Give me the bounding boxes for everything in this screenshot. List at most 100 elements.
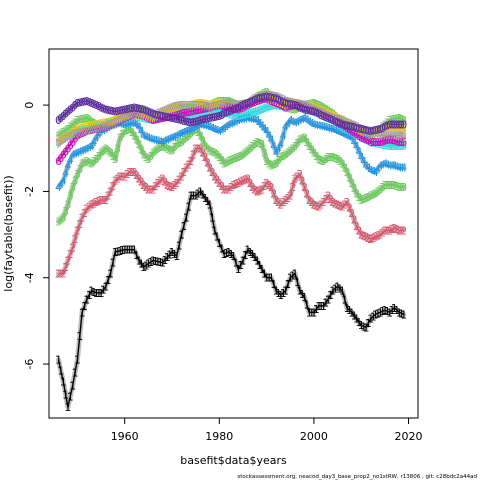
point-6-94: 6 <box>277 99 284 112</box>
point-3-129: 3 <box>360 128 367 141</box>
point-5-15: 5 <box>90 121 97 134</box>
point-8-46: 7 <box>164 103 171 116</box>
point-1-106: 2 <box>306 194 313 207</box>
point-8-16: 7 <box>93 123 100 136</box>
point-9-45: 0 <box>161 110 168 123</box>
point-3-79: 3 <box>242 98 249 111</box>
point-7-110: 7 <box>315 103 322 116</box>
point-5-16: 5 <box>93 121 100 134</box>
point-6-140: 6 <box>386 134 393 147</box>
point-0-125: 1 <box>351 310 358 323</box>
point-7-113: 7 <box>322 107 329 120</box>
point-3-111: 3 <box>318 100 325 113</box>
point-1-126: 2 <box>353 220 360 233</box>
point-3-63: 3 <box>204 100 211 113</box>
point-9-15: 0 <box>90 98 97 111</box>
point-5-50: 5 <box>173 109 180 122</box>
point-5-58: 5 <box>192 109 199 122</box>
point-0-18: 1 <box>98 287 105 300</box>
point-7-82: 7 <box>249 95 256 108</box>
point-6-71: 6 <box>223 101 230 114</box>
point-9-81: 0 <box>247 96 254 109</box>
point-4-122: 4 <box>344 129 351 142</box>
point-2-64: 3 <box>206 144 213 157</box>
point-5-17: 5 <box>95 120 102 133</box>
point-9-75: 0 <box>232 102 239 115</box>
point-6-0: 6 <box>55 155 62 168</box>
point-7-103: 7 <box>299 99 306 112</box>
point-3-109: 3 <box>313 98 320 111</box>
point-2-11: 3 <box>81 156 88 169</box>
point-2-30: 3 <box>126 123 133 136</box>
point-2-14: 3 <box>88 157 95 170</box>
point-7-90: 7 <box>268 93 275 106</box>
point-1-39: 2 <box>147 183 154 196</box>
point-7-31: 7 <box>128 108 135 121</box>
point-6-72: 6 <box>225 101 232 114</box>
point-1-3: 2 <box>62 261 69 274</box>
point-2-76: 3 <box>235 151 242 164</box>
point-5-65: 5 <box>209 105 216 118</box>
point-0-126: 1 <box>353 313 360 326</box>
point-2-35: 3 <box>138 143 145 156</box>
point-1-91: 2 <box>270 188 277 201</box>
point-2-136: 3 <box>377 183 384 196</box>
point-0-22: 1 <box>107 267 114 280</box>
point-2-115: 3 <box>327 151 334 164</box>
point-4-30: 4 <box>126 117 133 130</box>
point-8-40: 7 <box>150 110 157 123</box>
point-4-100: 4 <box>292 116 299 129</box>
point-0-103: 1 <box>299 288 306 301</box>
point-5-19: 5 <box>100 119 107 132</box>
point-7-121: 7 <box>341 116 348 129</box>
point-6-111: 6 <box>318 107 325 120</box>
point-5-79: 5 <box>242 108 249 121</box>
point-6-40: 6 <box>150 114 157 127</box>
point-5-133: 5 <box>370 136 377 149</box>
point-3-82: 3 <box>249 94 256 107</box>
point-0-67: 1 <box>213 231 220 244</box>
point-7-7: 7 <box>72 125 79 138</box>
point-6-16: 6 <box>93 123 100 136</box>
point-4-143: 4 <box>393 161 400 174</box>
point-9-82: 0 <box>249 95 256 108</box>
point-2-36: 3 <box>140 149 147 162</box>
point-4-29: 4 <box>124 118 131 131</box>
point-0-41: 1 <box>152 255 159 268</box>
point-0-75: 1 <box>232 257 239 270</box>
point-9-16: 0 <box>93 99 100 112</box>
point-9-98: 0 <box>287 98 294 111</box>
point-1-10: 2 <box>79 211 86 224</box>
point-3-30: 3 <box>126 108 133 121</box>
point-0-30: 1 <box>126 244 133 257</box>
point-9-125: 0 <box>351 121 358 134</box>
point-4-93: 4 <box>275 142 282 155</box>
point-1-103: 2 <box>299 175 306 188</box>
point-6-101: 6 <box>294 100 301 113</box>
point-1-139: 2 <box>384 224 391 237</box>
point-1-8: 2 <box>74 224 81 237</box>
point-6-32: 6 <box>131 108 138 121</box>
point-2-111: 3 <box>318 154 325 167</box>
point-1-144: 2 <box>396 224 403 237</box>
point-8-67: 7 <box>213 100 220 113</box>
point-2-146: 3 <box>400 181 407 194</box>
point-6-76: 6 <box>235 103 242 116</box>
point-4-60: 4 <box>197 119 204 132</box>
point-4-43: 4 <box>157 135 164 148</box>
point-8-72: 7 <box>225 97 232 110</box>
point-3-112: 3 <box>320 101 327 114</box>
point-5-26: 5 <box>117 113 124 126</box>
point-8-121: 7 <box>341 115 348 128</box>
point-7-60: 7 <box>197 97 204 110</box>
point-0-129: 1 <box>360 320 367 333</box>
point-9-51: 0 <box>176 114 183 127</box>
point-0-94: 1 <box>277 289 284 302</box>
point-5-31: 5 <box>128 110 135 123</box>
point-3-90: 3 <box>268 91 275 104</box>
point-6-74: 6 <box>230 102 237 115</box>
point-4-91: 4 <box>270 140 277 153</box>
point-6-105: 6 <box>303 102 310 115</box>
point-2-85: 3 <box>256 137 263 150</box>
point-2-87: 3 <box>261 147 268 160</box>
